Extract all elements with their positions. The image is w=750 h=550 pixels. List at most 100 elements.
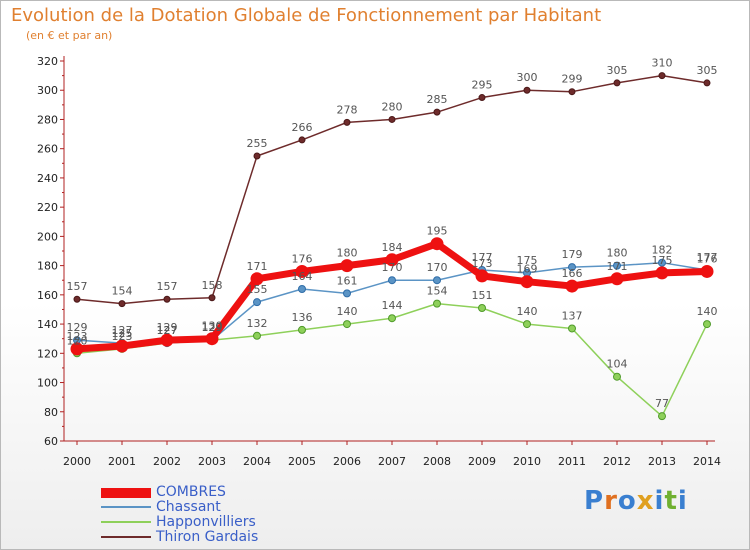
data-label-combres: 123 — [67, 330, 88, 343]
data-point-chassant — [253, 298, 261, 307]
y-tick-label: 60 — [44, 435, 58, 448]
data-point-combres — [115, 339, 129, 353]
chart-subtitle: (en € et par an) — [26, 29, 113, 42]
data-point-happonvilliers — [298, 325, 306, 334]
data-label-combres: 129 — [157, 321, 178, 334]
data-label-happonvilliers: 144 — [382, 299, 403, 312]
data-label-happonvilliers: 127 — [157, 324, 178, 337]
data-point-happonvilliers — [523, 320, 531, 329]
series-layer — [70, 72, 714, 421]
x-tick-label: 2000 — [63, 455, 91, 468]
data-label-combres: 176 — [697, 252, 718, 265]
y-tick-label: 180 — [37, 260, 58, 273]
data-label-happonvilliers: 129 — [202, 321, 223, 334]
data-point-combres — [475, 269, 489, 283]
data-point-happonvilliers — [253, 331, 261, 340]
data-point-chassant — [613, 261, 621, 270]
legend-label-thiron-gardais: Thiron Gardais — [156, 529, 259, 545]
data-point-thiron-gardais — [433, 108, 441, 116]
data-point-combres — [520, 275, 534, 289]
x-tick-label: 2002 — [153, 455, 181, 468]
data-label-happonvilliers: 120 — [67, 334, 88, 347]
data-label-happonvilliers: 123 — [112, 330, 133, 343]
x-tick-label: 2001 — [108, 455, 136, 468]
data-point-happonvilliers — [343, 320, 351, 329]
data-label-happonvilliers: 137 — [562, 309, 583, 322]
data-point-thiron-gardais — [118, 300, 126, 308]
data-point-happonvilliers — [568, 324, 576, 333]
data-label-combres: 173 — [472, 257, 493, 270]
y-tick-label: 160 — [37, 289, 58, 302]
data-point-happonvilliers — [658, 412, 666, 421]
data-label-happonvilliers: 140 — [697, 305, 718, 318]
data-label-combres: 180 — [337, 247, 358, 260]
data-label-combres: 169 — [517, 263, 538, 276]
data-label-happonvilliers: 104 — [607, 358, 628, 371]
y-tick-label: 300 — [37, 84, 58, 97]
data-label-chassant: 161 — [337, 274, 358, 287]
data-label-thiron-gardais: 278 — [337, 103, 358, 116]
data-label-thiron-gardais: 158 — [202, 279, 223, 292]
data-point-happonvilliers — [478, 304, 486, 312]
x-tick-label: 2006 — [333, 455, 361, 468]
data-label-happonvilliers: 77 — [655, 397, 669, 410]
data-point-thiron-gardais — [568, 88, 576, 96]
data-point-combres — [250, 272, 264, 286]
data-point-thiron-gardais — [253, 152, 261, 160]
x-tick-label: 2004 — [243, 455, 271, 468]
legend-label-combres: COMBRES — [156, 484, 226, 500]
data-label-combres: 175 — [652, 254, 673, 267]
data-point-happonvilliers — [703, 320, 711, 329]
data-label-happonvilliers: 140 — [337, 305, 358, 318]
logo-letter: P — [584, 486, 605, 516]
data-label-combres: 130 — [202, 320, 223, 333]
data-label-chassant: 175 — [517, 254, 538, 267]
data-point-combres — [700, 264, 714, 278]
logo-letter: t — [664, 486, 678, 516]
legend-label-chassant: Chassant — [156, 499, 221, 515]
data-label-thiron-gardais: 299 — [562, 73, 583, 86]
data-label-happonvilliers: 132 — [247, 317, 268, 330]
data-label-happonvilliers: 140 — [517, 305, 538, 318]
y-tick-label: 80 — [44, 406, 58, 419]
data-label-combres: 125 — [112, 327, 133, 340]
data-label-chassant: 129 — [202, 321, 223, 334]
data-label-thiron-gardais: 285 — [427, 93, 448, 106]
data-point-chassant — [343, 289, 351, 298]
data-point-happonvilliers — [433, 299, 441, 308]
data-label-thiron-gardais: 295 — [472, 79, 493, 92]
data-label-chassant: 177 — [472, 251, 493, 264]
data-point-combres — [610, 272, 624, 286]
data-point-thiron-gardais — [208, 294, 216, 302]
data-point-happonvilliers — [388, 314, 396, 323]
data-point-thiron-gardais — [388, 115, 396, 123]
data-point-happonvilliers — [613, 372, 621, 381]
data-point-thiron-gardais — [523, 86, 531, 94]
chart-title: Evolution de la Dotation Globale de Fonc… — [11, 5, 602, 26]
data-point-chassant — [568, 263, 576, 272]
data-label-thiron-gardais: 310 — [652, 57, 673, 70]
data-label-chassant: 170 — [427, 261, 448, 274]
legend-swatch-thiron-gardais — [101, 536, 151, 538]
data-label-combres: 171 — [607, 260, 628, 273]
data-label-chassant: 155 — [247, 283, 268, 296]
data-point-combres — [160, 333, 174, 347]
data-label-happonvilliers: 136 — [292, 311, 313, 324]
data-point-thiron-gardais — [613, 79, 621, 87]
legend-swatch-combres — [101, 488, 151, 498]
data-point-combres — [340, 259, 354, 273]
data-point-combres — [70, 342, 84, 356]
data-point-chassant — [388, 276, 396, 285]
series-thiron-gardais — [73, 72, 711, 308]
logo-letter: o — [617, 486, 637, 516]
data-label-thiron-gardais: 280 — [382, 100, 403, 113]
y-tick-label: 280 — [37, 113, 58, 126]
data-label-combres: 195 — [427, 225, 448, 238]
data-point-combres — [205, 332, 219, 346]
y-tick-label: 200 — [37, 230, 58, 243]
data-point-combres — [295, 264, 309, 278]
data-label-chassant: 177 — [697, 251, 718, 264]
x-tick-label: 2012 — [603, 455, 631, 468]
